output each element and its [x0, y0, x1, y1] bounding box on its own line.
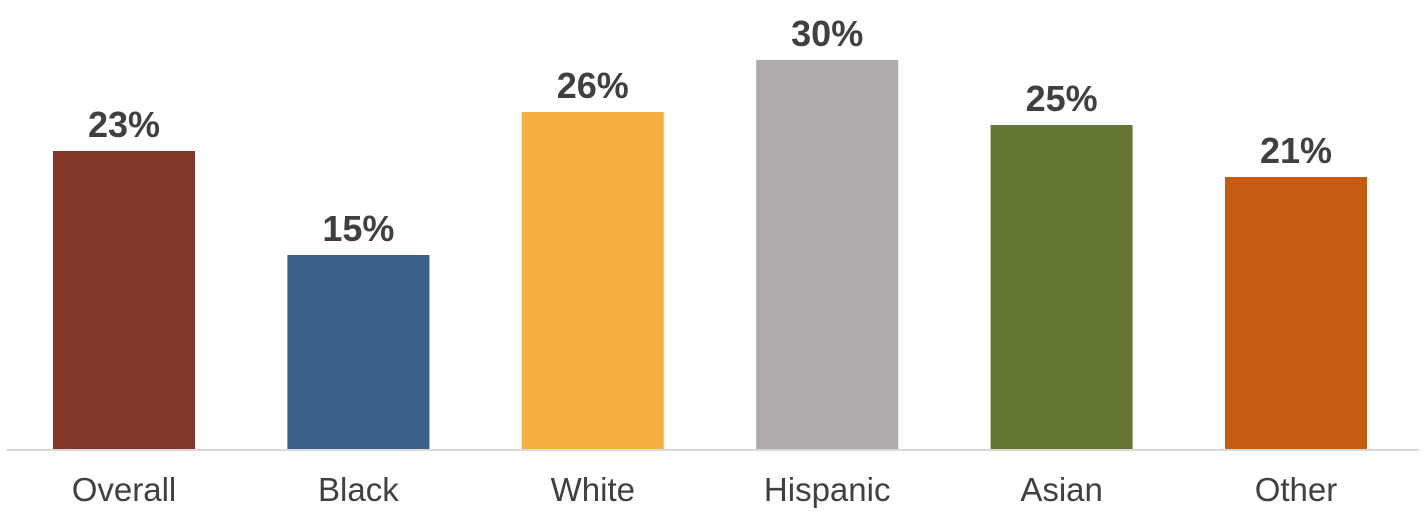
value-label-asian: 25%	[1026, 78, 1098, 119]
bars-group	[53, 60, 1367, 450]
category-label-overall: Overall	[72, 471, 177, 508]
bar-overall	[53, 151, 195, 450]
value-label-hispanic: 30%	[791, 13, 863, 54]
value-label-overall: 23%	[88, 104, 160, 145]
value-labels-group: 23% 15% 26% 30% 25% 21%	[88, 13, 1332, 249]
bar-black	[287, 255, 430, 450]
value-label-black: 15%	[322, 208, 394, 249]
bar-hispanic	[756, 60, 899, 450]
category-labels-group: Overall Black White Hispanic Asian Other	[72, 471, 1338, 508]
category-label-hispanic: Hispanic	[764, 471, 891, 508]
value-label-other: 21%	[1260, 130, 1332, 171]
bar-other	[1225, 177, 1367, 450]
category-label-other: Other	[1255, 471, 1338, 508]
bar-white	[521, 112, 664, 450]
category-label-asian: Asian	[1020, 471, 1103, 508]
category-label-white: White	[551, 471, 635, 508]
bar-asian	[990, 125, 1133, 450]
category-label-black: Black	[318, 471, 399, 508]
value-label-white: 26%	[557, 65, 629, 106]
